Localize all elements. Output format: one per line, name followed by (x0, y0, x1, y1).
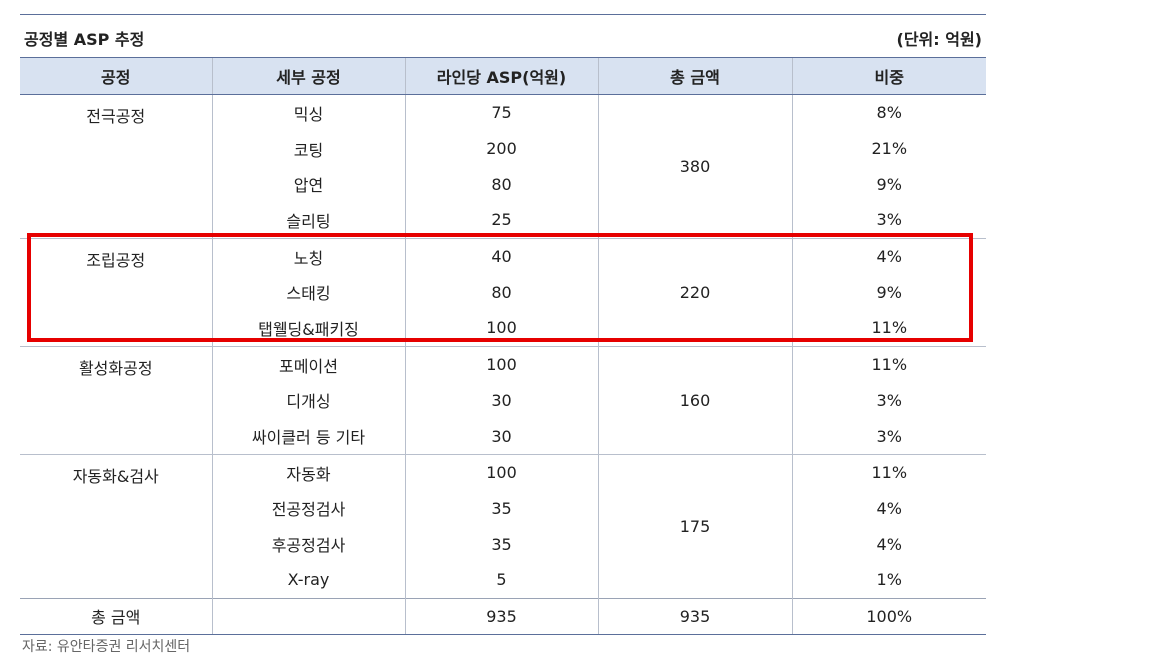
total-share-cell: 100% (791, 597, 986, 636)
share-cell: 3% (791, 382, 986, 419)
total-asp-cell: 935 (404, 597, 598, 636)
share-cell: 11% (791, 310, 986, 347)
subprocess-cell: 포메이션 (211, 345, 405, 383)
share-cell: 1% (791, 561, 986, 599)
share-cell: 9% (791, 274, 986, 311)
asp-cell: 40 (404, 237, 598, 275)
subprocess-cell: 슬리팅 (211, 202, 405, 239)
source-note: 자료: 유안타증권 리서치센터 (22, 639, 191, 655)
share-cell: 4% (791, 490, 986, 527)
header-process: 공정 (20, 57, 212, 95)
unit-label: (단위: 억원) (896, 30, 982, 49)
asp-cell: 80 (404, 166, 598, 203)
subprocess-cell: 탭웰딩&패키징 (211, 310, 405, 347)
asp-cell: 100 (404, 453, 598, 491)
table-title: 공정별 ASP 추정 (24, 30, 145, 49)
asp-table: 공정 세부 공정 라인당 ASP(억원) 총 금액 비중 전극공정 믹싱 75 … (20, 57, 986, 636)
group-total-cell: 220 (597, 237, 792, 347)
table-caption: 공정별 ASP 추정 (단위: 억원) (20, 22, 986, 56)
share-cell: 4% (791, 526, 986, 562)
table-row: X-ray 5 1% (20, 561, 986, 599)
subprocess-cell: X-ray (211, 561, 405, 599)
header-total: 총 금액 (597, 57, 792, 95)
subprocess-cell: 디개싱 (211, 382, 405, 419)
total-label: 총 금액 (20, 597, 212, 636)
asp-cell: 30 (404, 418, 598, 455)
top-rule (20, 14, 986, 15)
process-cell: 전극공정 (20, 94, 212, 239)
table-row: 활성화공정 포메이션 100 160 11% (20, 345, 986, 455)
subprocess-cell: 코팅 (211, 130, 405, 167)
subprocess-cell: 노칭 (211, 237, 405, 275)
share-cell: 3% (791, 202, 986, 239)
group-total-cell: 380 (597, 94, 792, 239)
asp-cell: 80 (404, 274, 598, 311)
table-row: 조립공정 노칭 40 220 4% (20, 237, 986, 347)
total-sub-cell (211, 597, 405, 636)
asp-cell: 100 (404, 345, 598, 383)
subprocess-cell: 압연 (211, 166, 405, 203)
process-cell: 조립공정 (20, 237, 212, 347)
table-row: 코팅 200 21% (20, 130, 986, 167)
share-cell: 8% (791, 93, 986, 131)
total-amount-cell: 935 (597, 597, 792, 636)
share-cell: 11% (791, 453, 986, 491)
asp-cell: 35 (404, 490, 598, 527)
table-row: 자동화&검사 자동화 100 175 11% (20, 453, 986, 599)
table-row: 후공정검사 35 4% (20, 526, 986, 562)
share-cell: 11% (791, 345, 986, 383)
asp-cell: 25 (404, 202, 598, 239)
asp-cell: 100 (404, 310, 598, 347)
subprocess-cell: 후공정검사 (211, 526, 405, 562)
share-cell: 3% (791, 418, 986, 455)
header-asp: 라인당 ASP(억원) (404, 57, 598, 95)
table-row: 전극공정 믹싱 75 380 8% (20, 93, 986, 239)
table-row: 압연 80 9% (20, 166, 986, 203)
group-total-cell: 175 (597, 453, 792, 599)
table-row: 디개싱 30 3% (20, 382, 986, 419)
asp-cell: 35 (404, 526, 598, 562)
subprocess-cell: 믹싱 (211, 93, 405, 131)
table-row: 싸이클러 등 기타 30 3% (20, 418, 986, 455)
subprocess-cell: 자동화 (211, 453, 405, 491)
share-cell: 9% (791, 166, 986, 203)
process-cell: 활성화공정 (20, 345, 212, 455)
asp-cell: 75 (404, 93, 598, 131)
header-share: 비중 (791, 57, 986, 95)
subprocess-cell: 스태킹 (211, 274, 405, 311)
subprocess-cell: 싸이클러 등 기타 (211, 418, 405, 455)
header-row: 공정 세부 공정 라인당 ASP(억원) 총 금액 비중 (20, 57, 986, 95)
header-subprocess: 세부 공정 (211, 57, 405, 95)
asp-cell: 5 (404, 561, 598, 599)
process-cell: 자동화&검사 (20, 453, 212, 599)
asp-cell: 30 (404, 382, 598, 419)
share-cell: 4% (791, 237, 986, 275)
asp-cell: 200 (404, 130, 598, 167)
table-row: 슬리팅 25 3% (20, 202, 986, 239)
table-row: 스태킹 80 9% (20, 274, 986, 311)
total-row: 총 금액 935 935 100% (20, 597, 986, 636)
group-total-cell: 160 (597, 345, 792, 455)
subprocess-cell: 전공정검사 (211, 490, 405, 527)
table-row: 전공정검사 35 4% (20, 490, 986, 527)
share-cell: 21% (791, 130, 986, 167)
